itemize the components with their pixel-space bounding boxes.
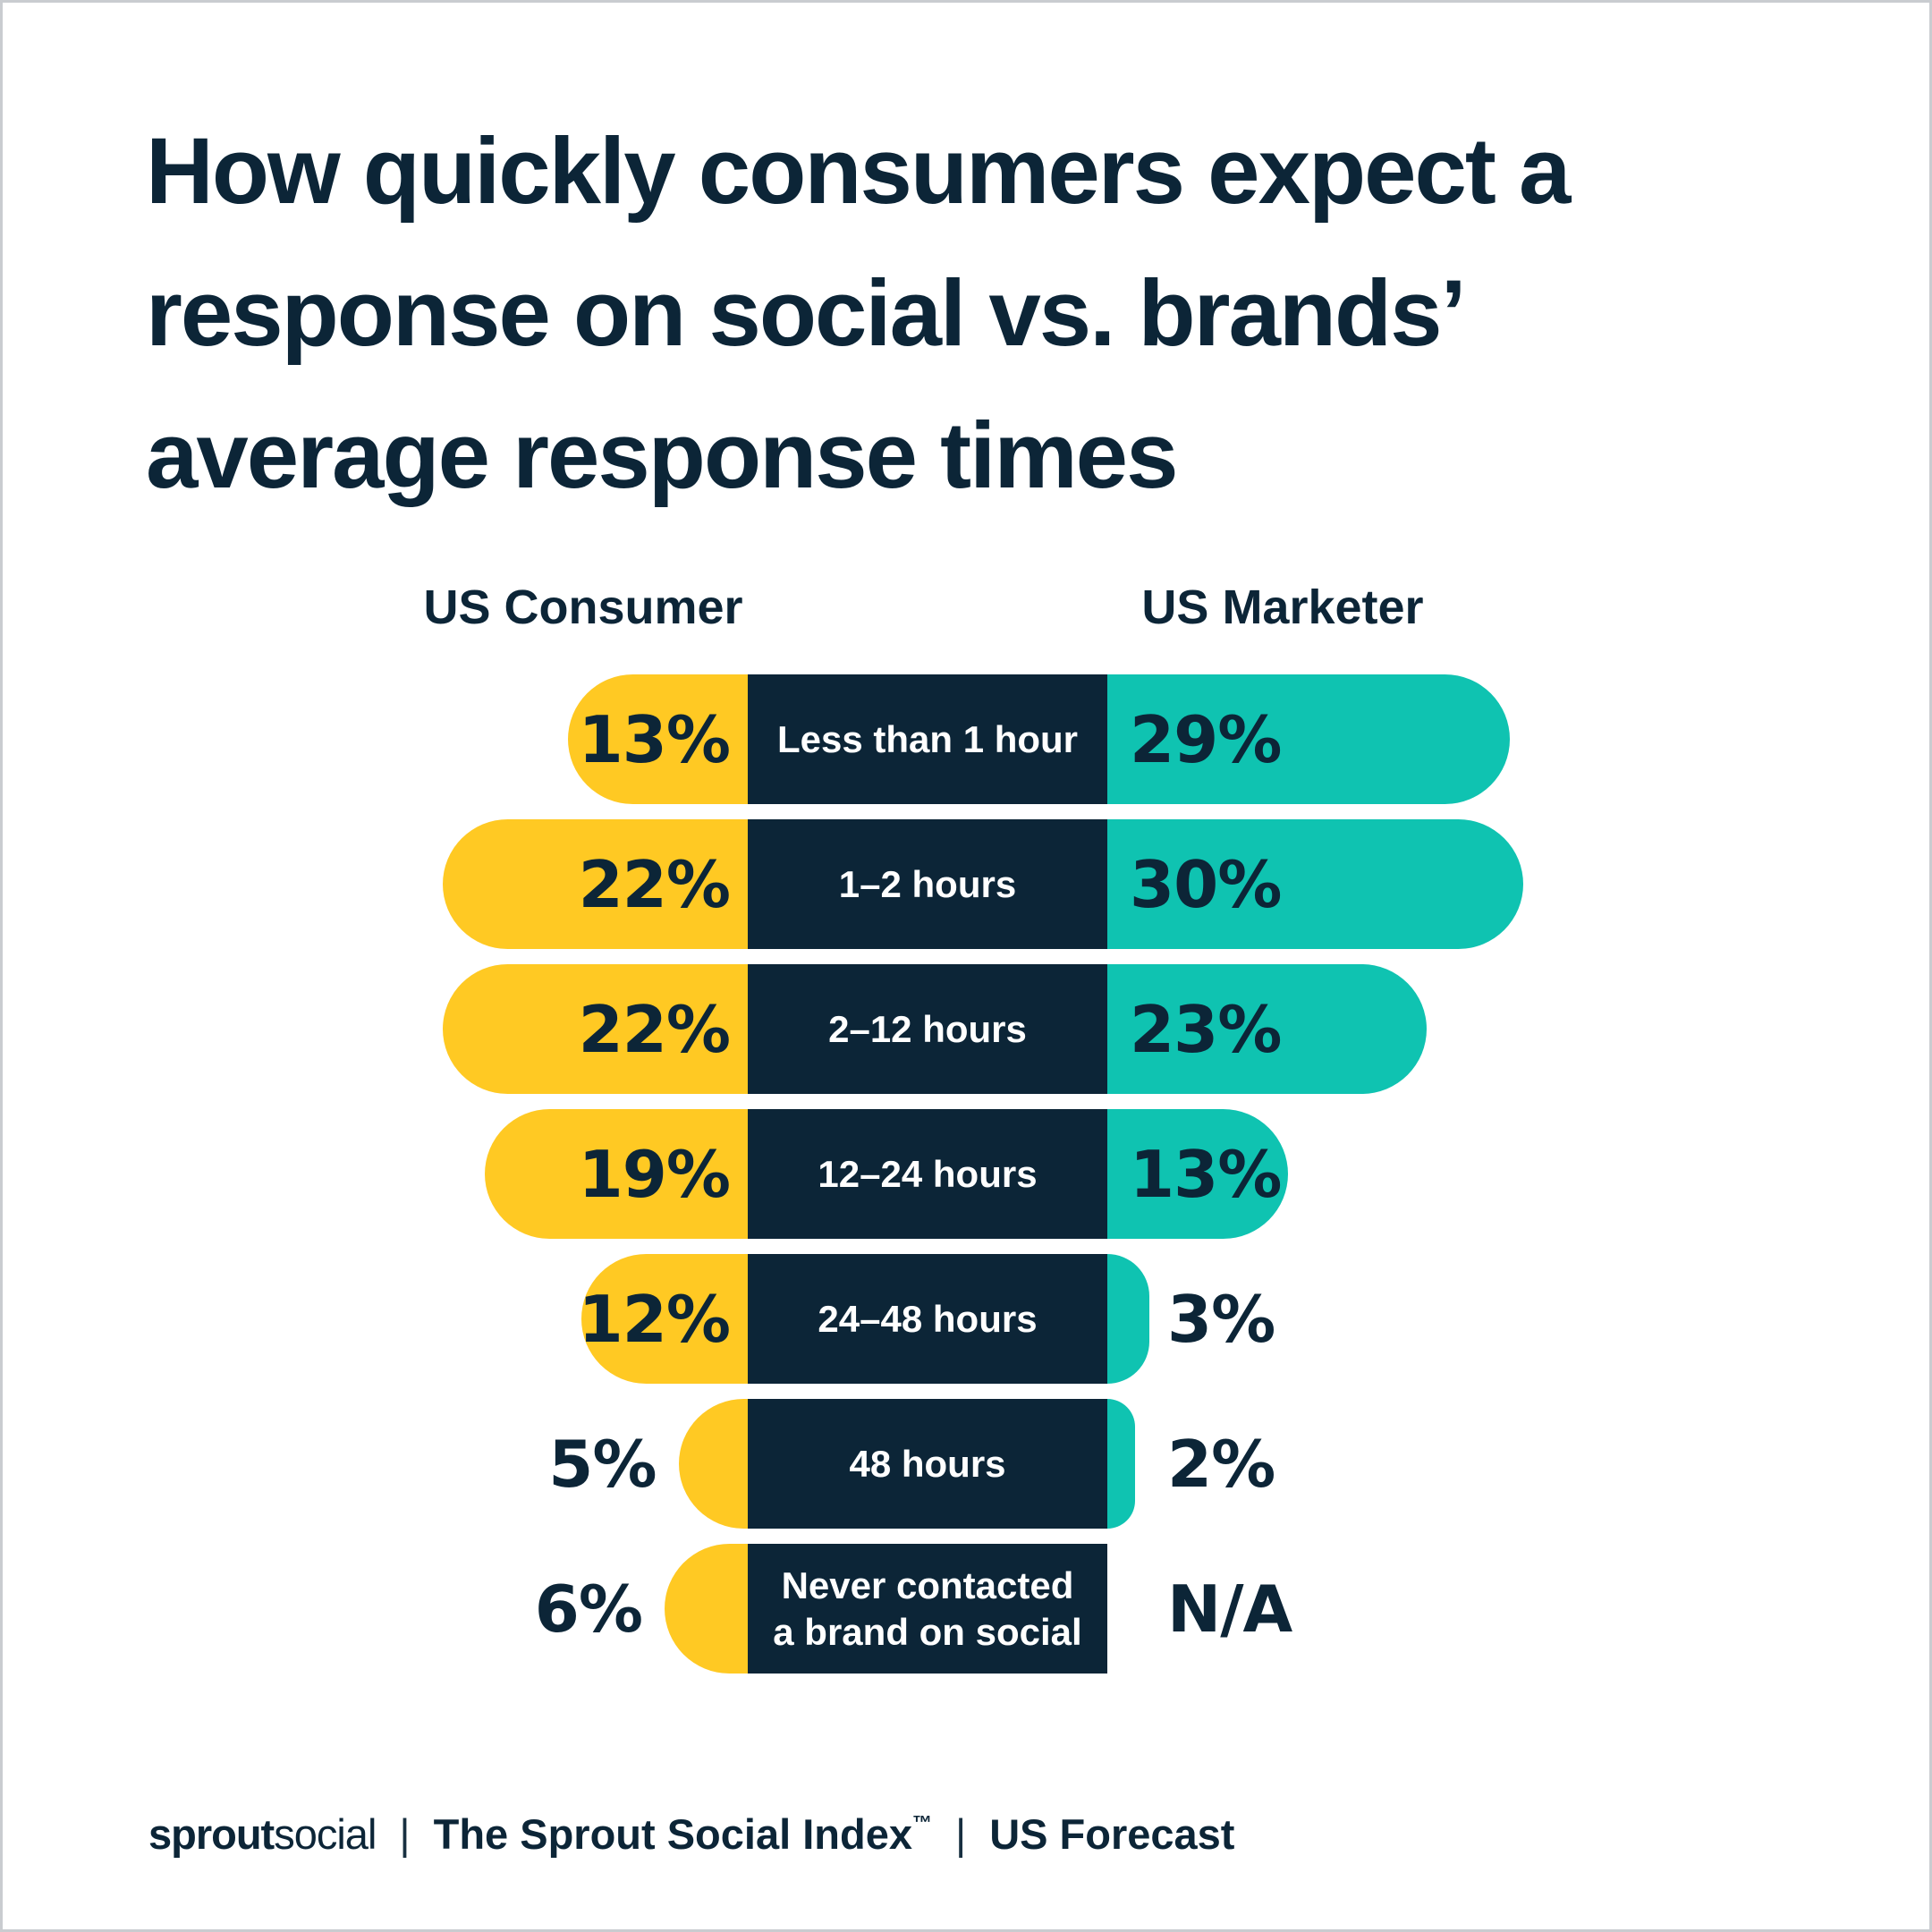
consumer-bar	[443, 964, 748, 1094]
column-header-us-consumer: US Consumer	[423, 580, 743, 634]
chart-row: Less than 1 hour 13% 29%	[0, 674, 1932, 804]
consumer-bar	[567, 674, 748, 804]
category-pill: 1–2 hours	[748, 819, 1107, 949]
chart-row: 48 hours 5% 2%	[0, 1399, 1932, 1529]
marketer-value-label: 29%	[1130, 701, 1282, 777]
chart-title-line-2: response on social vs. brands’	[146, 261, 1467, 366]
marketer-value-label: N/A	[1167, 1571, 1292, 1647]
chart-row: Never contacted a brand on social 6% N/A	[0, 1544, 1932, 1674]
chart-row: 12–24 hours 19% 13%	[0, 1109, 1932, 1239]
marketer-bar	[1107, 1399, 1135, 1529]
category-label: Less than 1 hour	[776, 717, 1079, 760]
consumer-bar	[581, 1254, 748, 1384]
category-pill: Never contacted a brand on social	[748, 1544, 1107, 1674]
footer: sproutsocial | The Sprout Social Index™ | US…	[148, 1809, 1234, 1868]
category-label: Never contacted a brand on social	[773, 1563, 1082, 1653]
category-pill: Less than 1 hour	[748, 674, 1107, 804]
chart-row: 1–2 hours 22% 30%	[0, 819, 1932, 949]
category-label: 12–24 hours	[818, 1152, 1038, 1195]
marketer-bar	[1107, 674, 1510, 804]
footer-divider: |	[399, 1810, 411, 1858]
report-name: US Forecast	[989, 1810, 1235, 1858]
category-label: 1–2 hours	[838, 862, 1017, 905]
category-pill: 48 hours	[748, 1399, 1107, 1529]
marketer-bar	[1107, 819, 1523, 949]
chart-row: 24–48 hours 12% 3%	[0, 1254, 1932, 1384]
consumer-bar	[665, 1544, 748, 1674]
marketer-bar	[1107, 1109, 1288, 1239]
chart-row: 2–12 hours 22% 23%	[0, 964, 1932, 1094]
chart-title-line-3: average response times	[146, 403, 1178, 508]
consumer-bar	[484, 1109, 748, 1239]
consumer-bar	[443, 819, 748, 949]
trademark-symbol: ™	[911, 1811, 932, 1834]
consumer-value-label: 13%	[578, 701, 731, 777]
category-pill: 12–24 hours	[748, 1109, 1107, 1239]
marketer-bar	[1107, 1254, 1149, 1384]
footer-divider: |	[954, 1810, 967, 1858]
sprout-logo-bold: sprout	[148, 1810, 275, 1858]
column-header-us-marketer: US Marketer	[1141, 580, 1424, 634]
consumer-value-label: 6%	[534, 1571, 643, 1647]
consumer-value-label: 5%	[548, 1426, 657, 1502]
consumer-value-label: 12%	[578, 1281, 731, 1357]
consumer-value-label: 22%	[578, 846, 731, 922]
consumer-bar	[678, 1399, 748, 1529]
category-label: 48 hours	[849, 1442, 1006, 1485]
category-pill: 2–12 hours	[748, 964, 1107, 1094]
sprout-logo-light: social	[274, 1810, 377, 1858]
marketer-value-label: 2%	[1167, 1426, 1275, 1502]
category-pill: 24–48 hours	[748, 1254, 1107, 1384]
consumer-value-label: 22%	[578, 991, 731, 1067]
consumer-value-label: 19%	[578, 1136, 731, 1212]
chart-title-line-1: How quickly consumers expect a	[146, 119, 1571, 224]
category-label: 24–48 hours	[818, 1297, 1038, 1340]
marketer-value-label: 30%	[1130, 846, 1282, 922]
marketer-value-label: 3%	[1167, 1281, 1275, 1357]
index-title: The Sprout Social Index	[433, 1810, 912, 1858]
category-label: 2–12 hours	[828, 1007, 1027, 1050]
marketer-bar	[1107, 964, 1427, 1094]
marketer-value-label: 13%	[1130, 1136, 1282, 1212]
marketer-value-label: 23%	[1130, 991, 1282, 1067]
chart-title: How quickly consumers expect a response …	[146, 100, 1571, 527]
